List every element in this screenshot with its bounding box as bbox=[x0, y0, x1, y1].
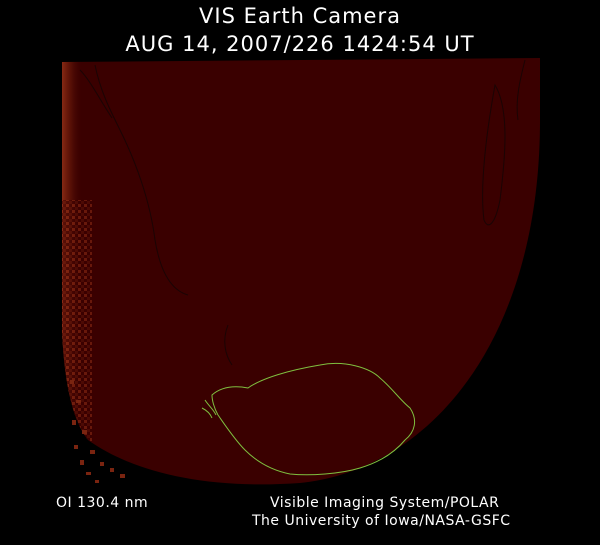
africa-coast-north bbox=[79, 69, 113, 119]
image-timestamp: AUG 14, 2007/226 1424:54 UT bbox=[125, 32, 475, 56]
antarctic-peninsula bbox=[201, 399, 217, 419]
east-coast-fragment bbox=[516, 59, 526, 121]
limb-noise bbox=[70, 380, 125, 483]
africa-coast bbox=[94, 64, 189, 296]
image-title: VIS Earth Camera bbox=[199, 4, 401, 28]
filter-wavelength: OI 130.4 nm bbox=[56, 495, 149, 511]
dayglow-noise bbox=[62, 200, 92, 450]
instrument-credit: Visible Imaging System/POLAR bbox=[270, 495, 500, 511]
institution-credit: The University of Iowa/NASA-GSFC bbox=[252, 513, 511, 529]
south-georgia-coast bbox=[224, 324, 233, 366]
madagascar-coast bbox=[482, 83, 506, 226]
antarctica-outline bbox=[211, 362, 416, 476]
coastlines bbox=[79, 59, 526, 366]
